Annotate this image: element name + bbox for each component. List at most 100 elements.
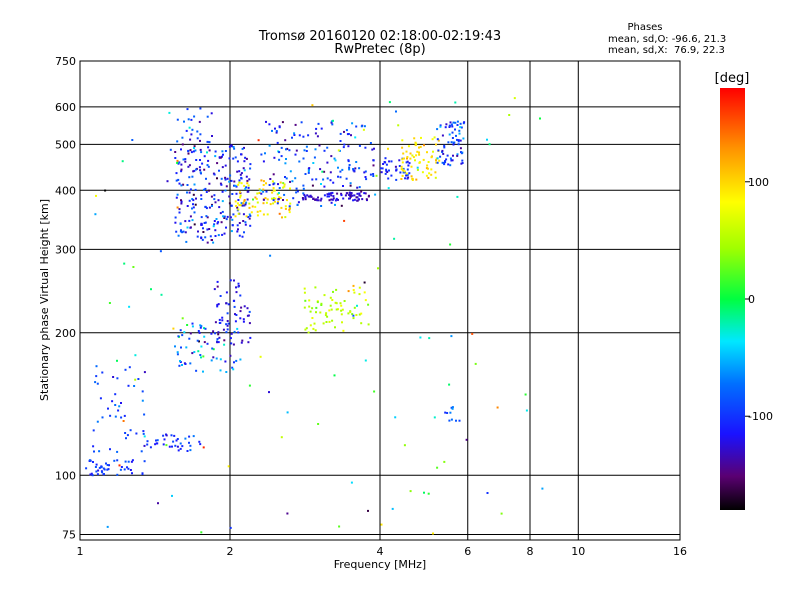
data-point xyxy=(210,332,213,335)
data-point xyxy=(318,144,321,147)
data-point xyxy=(441,161,444,164)
data-point xyxy=(122,420,125,422)
data-point xyxy=(194,203,197,206)
data-point xyxy=(345,129,348,132)
data-point xyxy=(177,178,180,181)
data-point xyxy=(189,188,192,191)
data-point xyxy=(256,192,259,195)
data-point xyxy=(223,215,226,218)
data-point xyxy=(225,331,228,334)
data-point xyxy=(356,186,359,189)
data-point xyxy=(205,191,208,193)
data-point xyxy=(336,192,339,195)
data-point xyxy=(456,124,459,126)
data-point xyxy=(130,460,133,463)
data-point xyxy=(437,149,440,152)
data-point xyxy=(308,167,311,170)
data-point xyxy=(451,406,454,409)
data-point xyxy=(180,170,183,173)
data-point xyxy=(220,156,222,159)
data-point xyxy=(259,189,262,192)
data-point xyxy=(256,201,259,204)
data-point xyxy=(119,468,122,471)
data-point xyxy=(329,179,332,182)
data-point xyxy=(289,170,292,173)
data-point xyxy=(225,291,228,294)
data-point xyxy=(353,198,356,201)
data-point xyxy=(317,423,320,425)
data-point xyxy=(311,104,314,107)
data-point xyxy=(335,197,338,200)
data-point xyxy=(341,308,344,311)
data-point xyxy=(191,352,194,355)
data-point xyxy=(450,335,453,338)
data-point xyxy=(210,112,213,115)
data-point xyxy=(340,313,343,316)
data-point xyxy=(358,293,361,296)
data-point xyxy=(177,449,180,452)
data-point xyxy=(259,355,262,358)
data-point xyxy=(385,168,388,171)
data-point xyxy=(243,184,246,187)
data-point xyxy=(218,318,221,321)
data-point xyxy=(210,359,213,362)
data-point xyxy=(232,343,235,346)
data-point xyxy=(189,226,192,229)
data-point xyxy=(176,161,179,164)
data-point xyxy=(225,226,227,229)
data-point xyxy=(309,324,312,327)
y-tick-label: 400 xyxy=(55,184,76,197)
data-point xyxy=(243,146,245,149)
data-point xyxy=(278,158,281,161)
data-point xyxy=(193,211,196,214)
data-point xyxy=(194,149,197,152)
data-point xyxy=(134,378,137,381)
data-point xyxy=(295,191,298,194)
data-point xyxy=(237,282,240,285)
data-point xyxy=(317,199,320,202)
data-point xyxy=(508,114,511,116)
data-point xyxy=(132,266,135,268)
data-point xyxy=(199,324,202,327)
data-point xyxy=(246,190,249,193)
data-point xyxy=(235,205,238,207)
data-point xyxy=(388,101,391,104)
data-point xyxy=(393,237,396,240)
data-point xyxy=(260,192,263,195)
data-point xyxy=(232,146,235,148)
data-point xyxy=(245,175,248,178)
data-point xyxy=(184,231,187,234)
data-point xyxy=(277,201,279,203)
data-point xyxy=(443,144,446,147)
data-point xyxy=(454,128,456,131)
data-point xyxy=(288,206,291,209)
data-point xyxy=(182,230,185,233)
data-point xyxy=(237,199,240,201)
data-point xyxy=(356,192,359,195)
data-point xyxy=(207,159,210,162)
data-point xyxy=(334,159,337,162)
data-point xyxy=(198,440,201,443)
data-point xyxy=(452,121,455,124)
data-point xyxy=(174,221,177,224)
data-point xyxy=(363,171,366,174)
data-point xyxy=(339,132,342,135)
data-point xyxy=(449,157,452,160)
data-point xyxy=(214,229,217,232)
data-point xyxy=(426,167,429,170)
data-point xyxy=(202,355,205,358)
data-point xyxy=(195,369,198,372)
y-tick-label: 200 xyxy=(55,327,76,340)
data-point xyxy=(343,219,346,222)
data-point xyxy=(203,335,206,338)
data-point xyxy=(453,141,456,144)
y-tick-label: 100 xyxy=(55,469,76,482)
data-point xyxy=(272,173,275,176)
data-point xyxy=(241,339,244,342)
data-point xyxy=(186,184,189,186)
data-point xyxy=(199,159,201,161)
data-point xyxy=(441,151,444,153)
data-point xyxy=(312,197,315,200)
data-point xyxy=(395,178,398,181)
data-point xyxy=(216,177,218,180)
